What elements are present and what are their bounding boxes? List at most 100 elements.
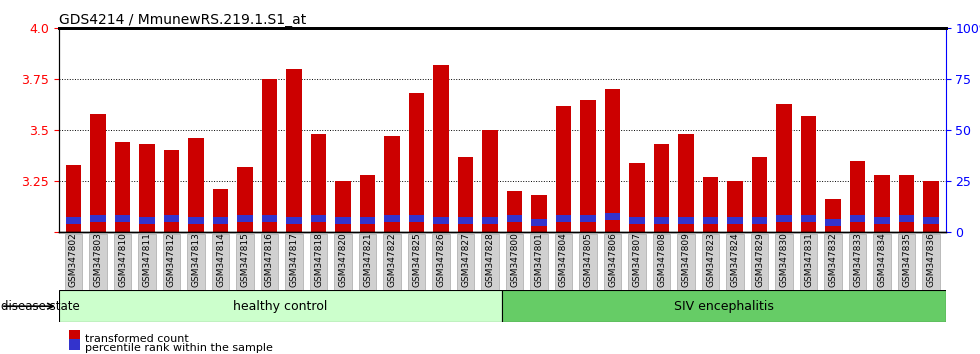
Bar xyxy=(629,217,645,224)
Text: disease state: disease state xyxy=(1,300,79,313)
Text: GSM347826: GSM347826 xyxy=(436,233,446,287)
Text: GSM347827: GSM347827 xyxy=(461,233,470,287)
Text: GSM347809: GSM347809 xyxy=(681,233,691,287)
Bar xyxy=(213,217,228,224)
FancyBboxPatch shape xyxy=(187,234,205,291)
Text: GDS4214 / MmunewRS.219.1.S1_at: GDS4214 / MmunewRS.219.1.S1_at xyxy=(59,13,306,27)
Text: percentile rank within the sample: percentile rank within the sample xyxy=(85,343,273,353)
Bar xyxy=(874,217,890,224)
Bar xyxy=(164,150,179,232)
Bar xyxy=(311,134,326,232)
FancyBboxPatch shape xyxy=(506,234,523,291)
Text: GSM347803: GSM347803 xyxy=(93,233,103,287)
Text: GSM347818: GSM347818 xyxy=(314,233,323,287)
Text: GSM347802: GSM347802 xyxy=(69,233,78,287)
Text: GSM347810: GSM347810 xyxy=(118,233,127,287)
Text: GSM347825: GSM347825 xyxy=(412,233,421,287)
Text: GSM347823: GSM347823 xyxy=(706,233,715,287)
Text: GSM347828: GSM347828 xyxy=(485,233,495,287)
FancyBboxPatch shape xyxy=(530,234,548,291)
Text: GSM347816: GSM347816 xyxy=(265,233,274,287)
Bar xyxy=(311,215,326,222)
Text: GSM347805: GSM347805 xyxy=(583,233,593,287)
Bar xyxy=(507,191,522,232)
FancyBboxPatch shape xyxy=(261,234,278,291)
FancyBboxPatch shape xyxy=(138,234,156,291)
Bar xyxy=(139,217,155,224)
Bar xyxy=(727,217,743,224)
FancyBboxPatch shape xyxy=(408,234,425,291)
Text: GSM347808: GSM347808 xyxy=(657,233,666,287)
Bar xyxy=(776,215,792,222)
Text: GSM347821: GSM347821 xyxy=(363,233,372,287)
Bar xyxy=(213,189,228,232)
FancyBboxPatch shape xyxy=(653,234,670,291)
Bar xyxy=(409,93,424,232)
Text: GSM347834: GSM347834 xyxy=(877,233,887,287)
Bar xyxy=(458,156,473,232)
FancyBboxPatch shape xyxy=(359,234,376,291)
Bar xyxy=(923,181,939,232)
Bar xyxy=(556,105,571,232)
FancyBboxPatch shape xyxy=(236,234,254,291)
Bar xyxy=(262,215,277,222)
FancyBboxPatch shape xyxy=(334,234,352,291)
Bar xyxy=(678,217,694,224)
Bar xyxy=(384,136,400,232)
FancyBboxPatch shape xyxy=(457,234,474,291)
FancyBboxPatch shape xyxy=(89,234,107,291)
Bar xyxy=(115,215,130,222)
Text: GSM347811: GSM347811 xyxy=(142,233,152,287)
Bar xyxy=(703,177,718,232)
Text: GSM347835: GSM347835 xyxy=(902,233,911,287)
Bar xyxy=(433,65,449,232)
Bar xyxy=(360,217,375,224)
FancyBboxPatch shape xyxy=(212,234,229,291)
Text: GSM347832: GSM347832 xyxy=(828,233,838,287)
Bar xyxy=(752,156,767,232)
Bar xyxy=(703,217,718,224)
Bar xyxy=(752,217,767,224)
Text: GSM347817: GSM347817 xyxy=(289,233,299,287)
Bar xyxy=(531,195,547,232)
Bar xyxy=(825,199,841,232)
Text: GSM347829: GSM347829 xyxy=(755,233,764,287)
Bar xyxy=(409,215,424,222)
Text: GSM347806: GSM347806 xyxy=(608,233,617,287)
FancyBboxPatch shape xyxy=(849,234,866,291)
Bar xyxy=(237,215,253,222)
Bar xyxy=(237,167,253,232)
Bar xyxy=(335,217,351,224)
Bar xyxy=(139,144,155,232)
Bar xyxy=(556,215,571,222)
Bar xyxy=(458,217,473,224)
Text: GSM347814: GSM347814 xyxy=(216,233,225,287)
Text: GSM347815: GSM347815 xyxy=(240,233,250,287)
Bar xyxy=(90,114,106,232)
FancyBboxPatch shape xyxy=(873,234,891,291)
Bar xyxy=(66,217,81,224)
Bar xyxy=(335,181,351,232)
FancyBboxPatch shape xyxy=(163,234,180,291)
Bar xyxy=(801,215,816,222)
Bar xyxy=(262,79,277,232)
FancyBboxPatch shape xyxy=(65,234,82,291)
Bar xyxy=(850,215,865,222)
Text: GSM347813: GSM347813 xyxy=(191,233,201,287)
Text: GSM347830: GSM347830 xyxy=(779,233,789,287)
Bar xyxy=(850,161,865,232)
FancyBboxPatch shape xyxy=(702,234,719,291)
Bar xyxy=(825,219,841,226)
FancyBboxPatch shape xyxy=(775,234,793,291)
Bar xyxy=(507,215,522,222)
Text: GSM347800: GSM347800 xyxy=(510,233,519,287)
Bar xyxy=(580,215,596,222)
Bar xyxy=(188,138,204,232)
FancyBboxPatch shape xyxy=(114,234,131,291)
Bar xyxy=(115,142,130,232)
Text: healthy control: healthy control xyxy=(233,300,327,313)
Bar xyxy=(59,290,503,322)
FancyBboxPatch shape xyxy=(800,234,817,291)
Text: SIV encephalitis: SIV encephalitis xyxy=(674,300,774,313)
Text: GSM347824: GSM347824 xyxy=(730,233,740,287)
